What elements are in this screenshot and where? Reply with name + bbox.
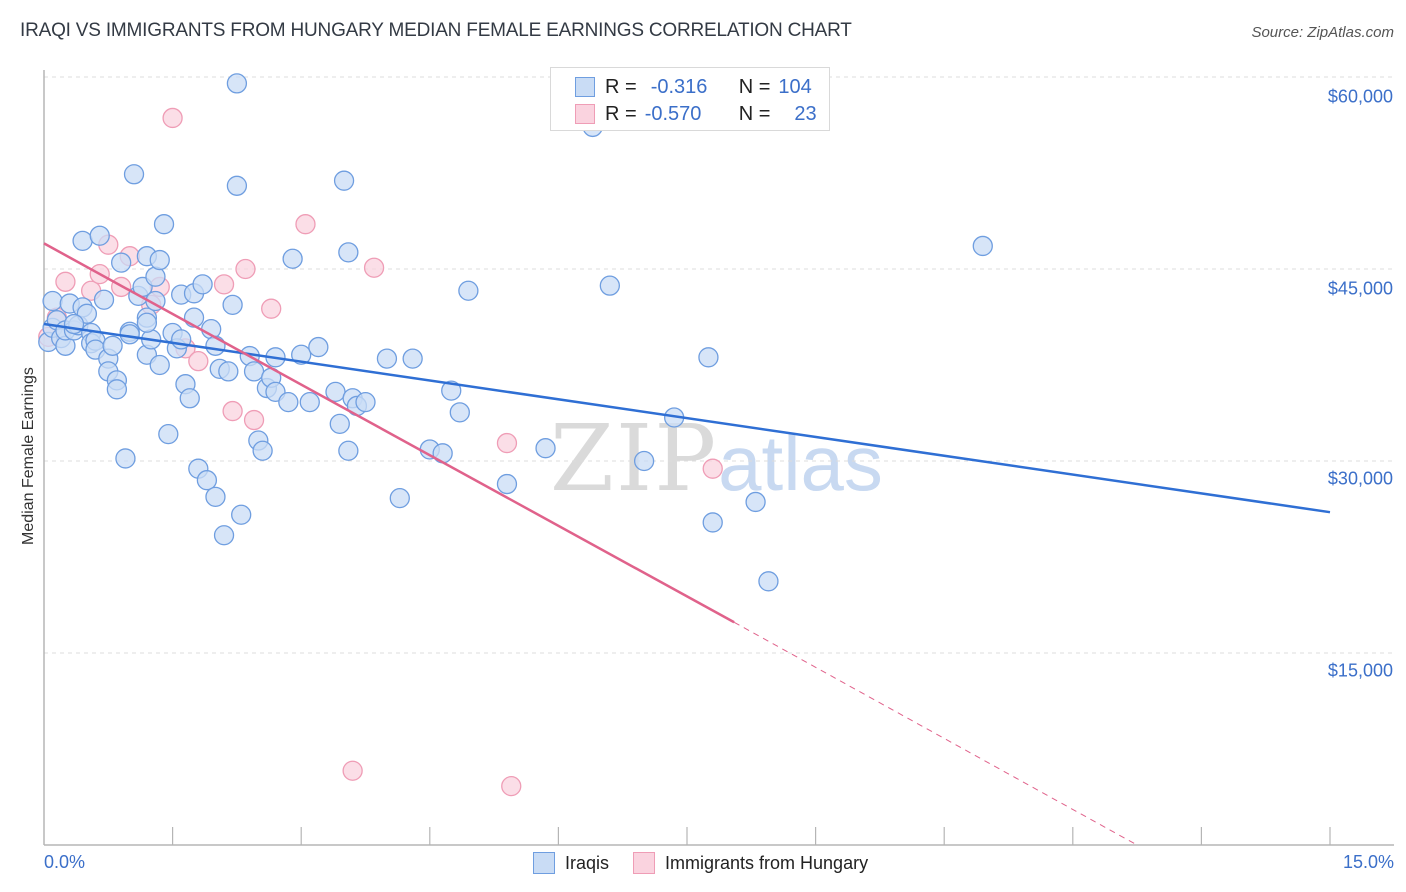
n-value: 23 [794, 102, 817, 125]
chart-title: IRAQI VS IMMIGRANTS FROM HUNGARY MEDIAN … [20, 20, 852, 41]
r-value: -0.570 [644, 102, 702, 125]
watermark-zip: ZIP [550, 405, 719, 512]
series-hungary-points [38, 107, 723, 797]
legend-row-iraqis: R = -0.316 N = 104 [575, 75, 812, 99]
series-iraqis-points [38, 73, 993, 592]
legend-item-iraqis[interactable]: Iraqis [533, 852, 609, 874]
hungary-swatch-icon [575, 104, 595, 124]
r-label: R = [605, 75, 637, 98]
legend-label: Iraqis [565, 852, 610, 873]
x-tick-max: 15.0% [1342, 852, 1394, 872]
source-label: Source: ZipAtlas.com [1251, 24, 1394, 41]
y-tick-60000: $60,000 [1327, 86, 1393, 107]
trend-lines [43, 242, 1331, 846]
legend-label: Immigrants from Hungary [665, 852, 869, 873]
n-label: N = [738, 75, 771, 98]
hungary-swatch-icon [633, 852, 656, 874]
correlation-legend: R = -0.316 N = 104 R = -0.570 N = 23 [550, 67, 830, 131]
iraqis-swatch-icon [575, 77, 595, 97]
x-tick-min: 0.0% [44, 852, 86, 872]
y-axis-label: Median Female Earnings [20, 367, 37, 545]
series-legend: Iraqis Immigrants from Hungary [533, 852, 892, 874]
n-value: 104 [778, 75, 812, 98]
x-axis-ticks [172, 827, 1331, 845]
n-label: N = [738, 102, 771, 125]
legend-item-hungary[interactable]: Immigrants from Hungary [633, 852, 868, 874]
legend-row-hungary: R = -0.570 N = 23 [575, 102, 817, 126]
iraqis-swatch-icon [533, 852, 555, 874]
r-value: -0.316 [650, 75, 708, 98]
r-label: R = [605, 102, 637, 125]
watermark: ZIPatlas [550, 405, 883, 512]
y-tick-45000: $45,000 [1327, 278, 1393, 299]
y-tick-30000: $30,000 [1327, 468, 1393, 489]
y-tick-15000: $15,000 [1327, 660, 1393, 681]
